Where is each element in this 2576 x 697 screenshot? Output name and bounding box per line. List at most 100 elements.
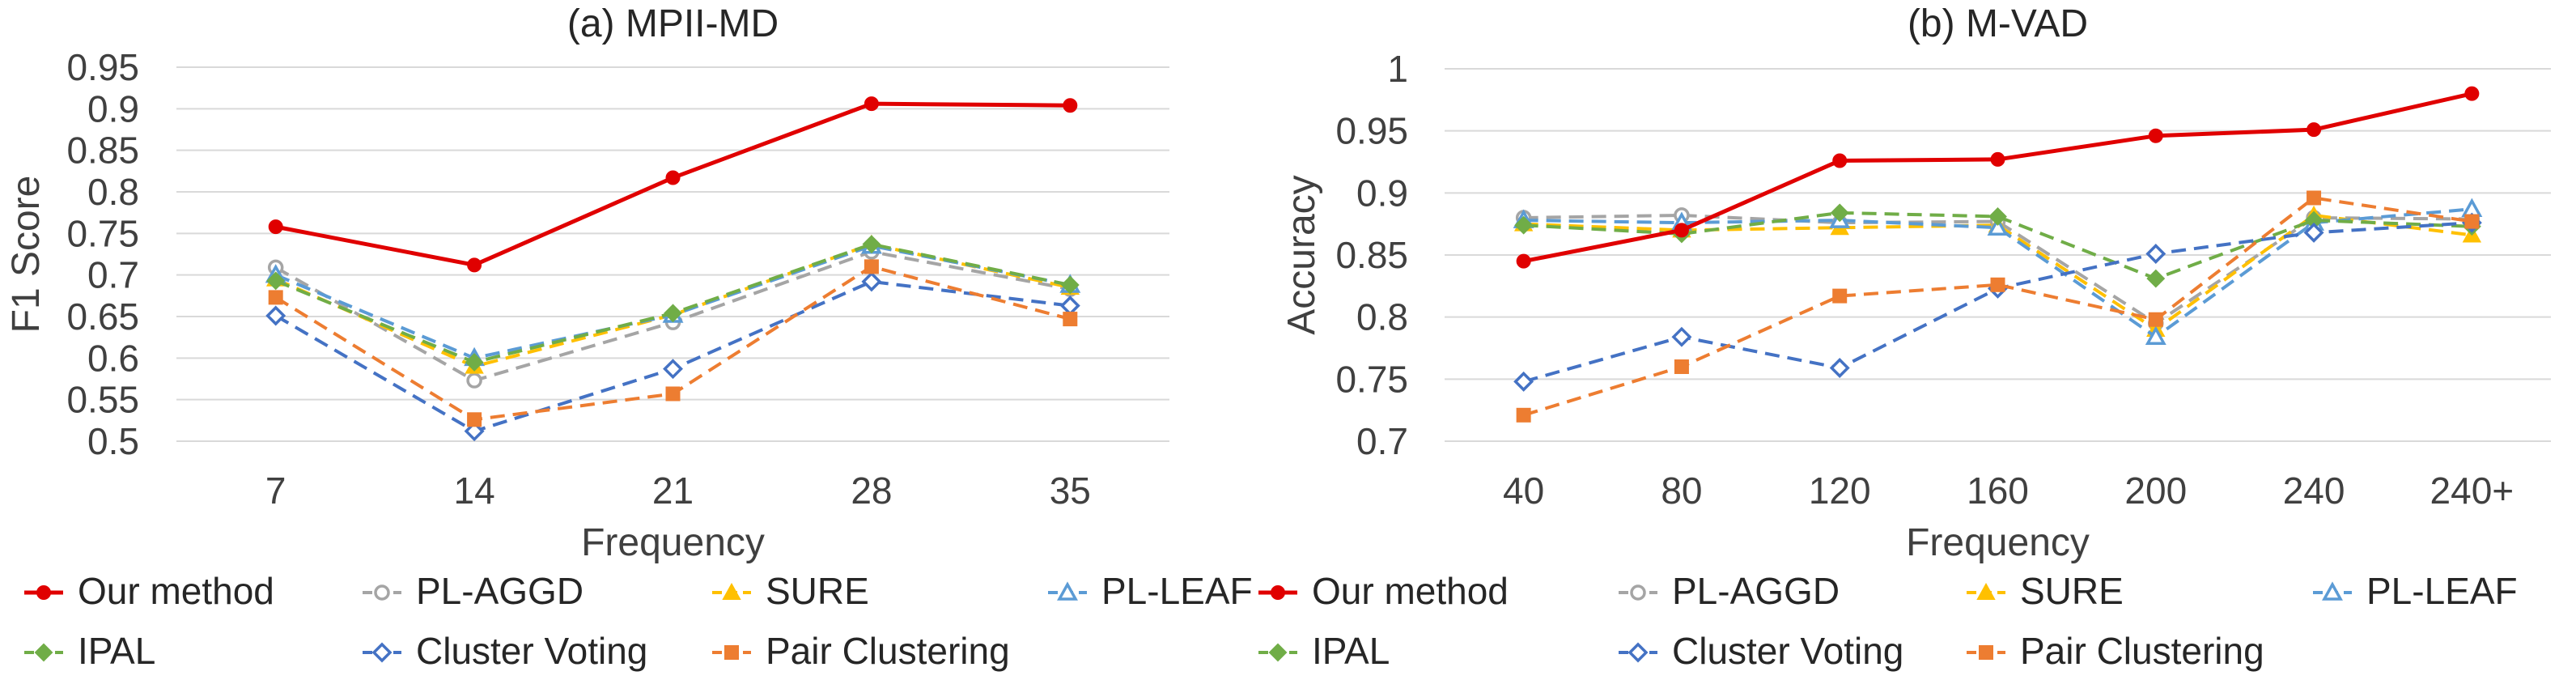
legend-marker xyxy=(36,585,51,600)
legend-item-cluster-voting: Cluster Voting xyxy=(1619,630,1903,672)
data-point xyxy=(663,359,683,380)
legend-marker xyxy=(1979,645,1993,660)
y-axis-label: F1 Score xyxy=(5,176,48,334)
data-point xyxy=(268,290,283,305)
legend-marker xyxy=(1271,585,1285,600)
legend-marker xyxy=(1630,584,1646,601)
data-point xyxy=(1516,253,1531,269)
legend-label: Our method xyxy=(1312,570,1509,612)
data-point xyxy=(664,304,682,323)
series-line xyxy=(274,242,1071,364)
y-tick-label: 0.8 xyxy=(1356,296,1408,338)
x-axis-label: Frequency xyxy=(1906,521,2090,564)
data-point xyxy=(467,257,482,273)
legend-marker xyxy=(374,584,390,601)
legend-item-ipal: IPAL xyxy=(1258,630,1390,672)
legend-marker xyxy=(722,582,741,600)
x-tick-label: 80 xyxy=(1661,470,1702,512)
data-point xyxy=(864,259,879,274)
legend-label: Cluster Voting xyxy=(416,630,647,672)
chart-title: (a) MPII-MD xyxy=(567,2,779,45)
y-tick-label: 0.85 xyxy=(1335,234,1408,276)
x-tick-label: 14 xyxy=(454,470,495,512)
data-point xyxy=(266,271,286,291)
legend-item-pl-aggd: PL-AGGD xyxy=(1619,570,1840,612)
legend-marker xyxy=(2322,581,2343,601)
series-pl-leaf xyxy=(265,235,1081,367)
y-tick-label: 0.95 xyxy=(66,46,139,88)
chart-a: 0.50.550.60.650.70.750.80.850.90.95 7 14 21… xyxy=(5,2,1253,672)
legend-item-pl-leaf: PL-LEAF xyxy=(1048,570,1253,612)
data-point xyxy=(2146,269,2166,288)
legend-marker xyxy=(1628,642,1649,663)
data-point xyxy=(2303,222,2324,243)
legend-item-pair-clustering: Pair Clustering xyxy=(712,630,1010,672)
series-our-method xyxy=(268,96,1078,273)
data-point xyxy=(2307,190,2322,206)
data-point xyxy=(1059,295,1080,317)
y-tick-label: 0.65 xyxy=(66,295,139,338)
x-tick-label: 40 xyxy=(1503,470,1544,512)
data-point xyxy=(1674,223,1689,238)
data-point xyxy=(268,219,283,235)
legend-label: Pair Clustering xyxy=(2020,630,2264,672)
series-cluster-voting xyxy=(1513,212,2482,392)
y-tick-label: 0.95 xyxy=(1335,110,1408,152)
legend-label: PL-AGGD xyxy=(416,570,584,612)
y-tick-label: 0.9 xyxy=(87,87,139,130)
y-tick-label: 0.7 xyxy=(87,254,139,296)
y-tick-label: 0.9 xyxy=(1356,172,1408,214)
legend-marker xyxy=(724,645,739,660)
series-line xyxy=(274,244,1071,360)
legend-marker xyxy=(1268,643,1288,662)
data-point xyxy=(265,305,286,326)
data-point xyxy=(1674,359,1689,374)
chart-title: (b) M-VAD xyxy=(1908,2,2088,45)
y-tick-label: 0.85 xyxy=(66,130,139,172)
data-point xyxy=(1516,407,1531,423)
series-pair-clustering xyxy=(268,259,1078,427)
data-point xyxy=(1830,203,1849,223)
legend-marker xyxy=(1976,582,1996,600)
legend-marker xyxy=(371,642,393,663)
data-point xyxy=(861,271,882,292)
data-point xyxy=(1832,153,1848,168)
legend-item-ipal: IPAL xyxy=(24,630,155,672)
legend-label: Cluster Voting xyxy=(1672,630,1903,672)
data-point xyxy=(2464,86,2480,101)
legend-label: IPAL xyxy=(78,630,155,672)
legend-label: PL-AGGD xyxy=(1672,570,1840,612)
data-point xyxy=(464,421,485,442)
data-point xyxy=(1671,326,1692,347)
data-point xyxy=(2148,312,2163,327)
data-point xyxy=(1060,275,1080,295)
legend-label: SURE xyxy=(766,570,869,612)
data-point xyxy=(1988,207,2007,226)
data-point xyxy=(1514,215,1534,235)
y-tick-label: 0.75 xyxy=(66,212,139,254)
series-line xyxy=(1523,221,2472,384)
y-tick-label: 0.5 xyxy=(87,420,139,462)
data-point xyxy=(862,235,881,254)
data-point xyxy=(1990,151,2005,167)
data-point xyxy=(2307,122,2322,138)
legend-label: Our method xyxy=(78,570,274,612)
data-point xyxy=(1829,358,1850,379)
series-line xyxy=(1523,91,2472,264)
legend-item-pair-clustering: Pair Clustering xyxy=(1967,630,2264,672)
data-point xyxy=(1832,288,1848,304)
series-our-method xyxy=(1516,86,2480,269)
legend-marker xyxy=(34,643,53,662)
data-point xyxy=(665,170,681,185)
legend-item-pl-leaf: PL-LEAF xyxy=(2313,570,2518,612)
data-point xyxy=(465,353,484,372)
data-point xyxy=(1063,98,1078,113)
x-tick-label: 21 xyxy=(652,470,694,512)
data-point xyxy=(665,386,681,402)
x-tick-label: 240+ xyxy=(2430,470,2514,512)
x-tick-label: 160 xyxy=(1967,470,2029,512)
legend-label: PL-LEAF xyxy=(2366,570,2518,612)
y-axis-label: Accuracy xyxy=(1280,175,1323,334)
y-tick-label: 0.6 xyxy=(87,337,139,379)
